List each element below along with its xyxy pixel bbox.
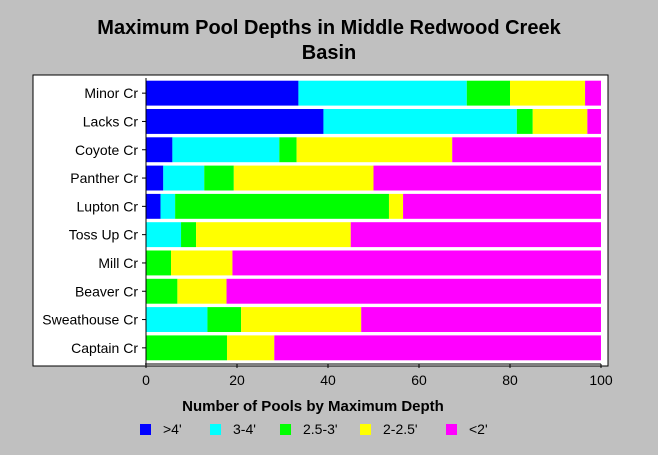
bar-lacks-cr-series-3 [532,108,588,134]
legend-item: 2-2.5' [360,421,432,437]
category-label: Toss Up Cr [69,227,139,243]
legend-title: Number of Pools by Maximum Depth [182,398,444,415]
chart-title-line-1: Maximum Pool Depths in Middle Redwood Cr… [97,17,561,39]
legend-swatch [360,423,371,435]
x-tick-label: 80 [502,372,518,388]
category-label: Beaver Cr [75,283,138,299]
legend-item: >4' [140,421,196,437]
legend-label: 3-4' [233,421,256,437]
bar-mill-cr-series-2 [146,250,172,276]
category-label: Minor Cr [84,85,138,101]
x-tick-label: 20 [229,372,245,388]
bar-minor-cr-series-3 [510,80,586,106]
legend-label: <2' [469,421,488,437]
legend-label: 2-2.5' [383,421,418,437]
x-tick-label: 0 [142,372,150,388]
category-label: Lupton Cr [77,198,139,214]
bar-lupton-cr-series-3 [388,193,404,219]
bar-minor-cr-series-0 [146,80,299,106]
category-labels: Minor Cr Lacks Cr Coyote Cr Panther Cr Lupto… [42,85,138,356]
bar-panther-cr-series-3 [233,165,374,191]
bar-coyote-cr-series-0 [146,137,173,163]
bar-captain-cr-series-3 [226,335,275,361]
axes-group [142,78,602,368]
legend-label: >4' [163,421,182,437]
x-tick-label: 100 [589,372,613,388]
bar-minor-cr-series-4 [585,80,601,106]
bars-group [146,80,601,361]
bar-lupton-cr-series-0 [146,193,161,219]
bar-panther-cr-series-1 [163,165,205,191]
bar-toss-up-cr-series-3 [196,222,351,248]
bar-lacks-cr-series-4 [587,108,601,134]
bar-minor-cr-series-1 [298,80,467,106]
legend-swatch [140,423,151,435]
chart-title: Maximum Pool Depths in Middle Redwood Cr… [0,16,658,66]
bar-coyote-cr-series-2 [279,137,297,163]
legend-swatch [446,423,457,435]
legend-label: 2.5-3' [303,421,338,437]
category-label: Lacks Cr [83,113,139,129]
legend-swatch [280,423,291,435]
bar-beaver-cr-series-4 [226,278,601,304]
legend-item: 3-4' [210,421,266,437]
bar-lupton-cr-series-4 [403,193,601,219]
bar-panther-cr-series-4 [373,165,601,191]
bar-mill-cr-series-3 [171,250,233,276]
bar-coyote-cr-series-4 [452,137,601,163]
legend: >4' 3-4' 2.5-3' 2-2.5' <2' [140,420,502,438]
bar-beaver-cr-series-3 [177,278,227,304]
bar-panther-cr-series-2 [204,165,234,191]
bar-toss-up-cr-series-4 [350,222,601,248]
bar-sweathouse-cr-series-4 [361,307,601,333]
bar-sweathouse-cr-series-2 [207,307,242,333]
legend-item: <2' [446,421,488,437]
bar-toss-up-cr-series-2 [181,222,197,248]
legend-swatch [210,423,221,435]
bar-coyote-cr-series-3 [296,137,453,163]
bar-coyote-cr-series-1 [172,137,280,163]
bar-lacks-cr-series-0 [146,108,324,134]
bar-lupton-cr-series-2 [175,193,389,219]
bar-lupton-cr-series-1 [160,193,176,219]
category-label: Coyote Cr [75,142,138,158]
bar-beaver-cr-series-2 [146,278,178,304]
bar-captain-cr-series-4 [274,335,601,361]
stacked-bar-chart: Minor Cr Lacks Cr Coyote Cr Panther Cr Lupto… [32,74,613,388]
bar-minor-cr-series-2 [466,80,510,106]
chart-title-line-2: Basin [301,42,357,64]
bar-mill-cr-series-4 [232,250,601,276]
bar-toss-up-cr-series-1 [146,222,182,248]
category-label: Captain Cr [71,340,138,356]
category-label: Sweathouse Cr [42,312,138,328]
legend-item: 2.5-3' [280,421,346,437]
category-label: Panther Cr [70,170,138,186]
x-tick-label: 60 [411,372,427,388]
bar-sweathouse-cr-series-1 [146,307,208,333]
category-label: Mill Cr [98,255,138,271]
bar-sweathouse-cr-series-3 [241,307,362,333]
x-tick-label: 40 [320,372,336,388]
bar-lacks-cr-series-1 [323,108,517,134]
bar-lacks-cr-series-2 [516,108,533,134]
x-tick-labels: 0 20 40 60 80 100 [142,372,613,388]
bar-panther-cr-series-0 [146,165,164,191]
bar-captain-cr-series-2 [146,335,227,361]
